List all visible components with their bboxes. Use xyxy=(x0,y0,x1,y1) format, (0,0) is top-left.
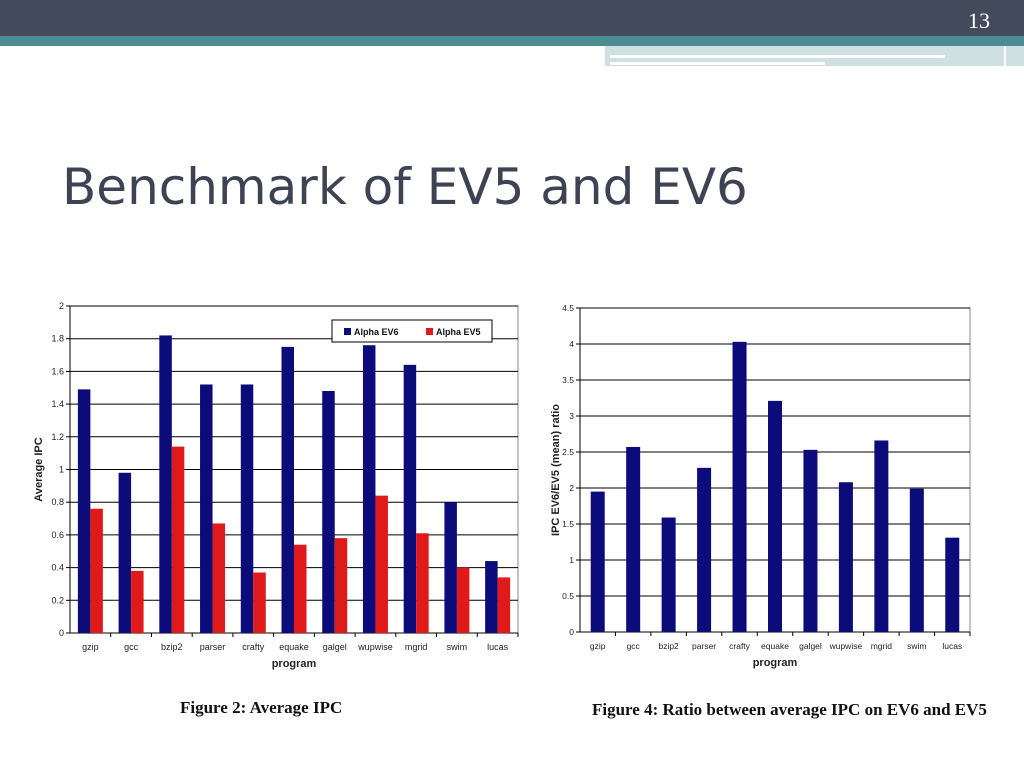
ipc-chart-bar-mgrid xyxy=(403,364,417,633)
ratio-chart-bar-galgel xyxy=(803,449,818,632)
header-accent-line xyxy=(610,55,945,58)
average-ipc-chart-svg: 0 0.2 0.4 0.6 0.8 1 1.2 1.4 1.6 1.8 2 gzip gcc bzip2 p… xyxy=(33,301,519,670)
ratio-chart-bar-wupwise xyxy=(838,482,853,632)
ipc-chart-y-tick-label: 0.2 xyxy=(51,595,64,605)
ipc-chart-x-tick-label: parser xyxy=(200,642,226,652)
ratio-chart-x-tick-label: wupwise xyxy=(829,641,863,651)
ipc-chart-legend-swatch xyxy=(426,328,433,335)
ratio-chart-y-tick-label: 0.5 xyxy=(562,591,574,601)
ipc-chart-bar-parser xyxy=(212,523,226,633)
ipc-chart-bar-galgel xyxy=(334,538,348,633)
ratio-chart-y-tick-label: 1 xyxy=(569,555,574,565)
ipc-chart-y-tick-label: 0.6 xyxy=(51,530,64,540)
ratio-chart-y-tick-label: 3.5 xyxy=(562,375,574,385)
ipc-chart-bar-wupwise xyxy=(362,345,376,633)
ratio-chart-bar-mgrid xyxy=(874,440,889,632)
ratio-chart-x-tick-label: equake xyxy=(761,641,789,651)
ratio-chart-x-tick-label: gzip xyxy=(590,641,606,651)
ratio-chart-bar-crafty xyxy=(732,341,747,632)
ipc-chart-legend-swatch xyxy=(344,328,351,335)
ratio-chart-x-tick-label: bzip2 xyxy=(658,641,679,651)
ipc-chart-bar-parser xyxy=(200,384,213,633)
ipc-chart-x-tick-label: wupwise xyxy=(357,642,393,652)
ratio-chart-bar-gzip xyxy=(590,491,605,632)
ipc-chart-x-tick-label: equake xyxy=(279,642,309,652)
ratio-chart-x-tick-label: lucas xyxy=(942,641,962,651)
ipc-chart-bar-swim xyxy=(456,567,470,633)
figure-2-caption: Figure 2: Average IPC xyxy=(180,698,343,717)
ipc-chart-x-tick-label: gcc xyxy=(124,642,139,652)
ratio-chart-bar-swim xyxy=(909,488,924,632)
ratio-chart-y-tick-label: 4.5 xyxy=(562,303,574,313)
ipc-chart-bar-equake xyxy=(281,346,294,633)
figure-4-caption: Figure 4: Ratio between average IPC on E… xyxy=(592,700,987,719)
ipc-chart-x-tick-label: lucas xyxy=(487,642,509,652)
ratio-chart-x-tick-label: swim xyxy=(907,641,926,651)
ipc-chart-y-axis-label: Average IPC xyxy=(33,437,45,501)
ipc-chart-y-tick-label: 1 xyxy=(59,465,64,475)
ratio-chart-bar-equake xyxy=(768,400,782,632)
ratio-chart-bar-gcc xyxy=(626,446,641,632)
ipc-chart-bar-lucas xyxy=(497,577,511,633)
ratio-chart-x-tick-label: galgel xyxy=(799,641,822,651)
ipc-ratio-chart: 0 0.5 1 1.5 2 2.5 3 3.5 4 4.5 gzip gcc bzip2 parser cr… xyxy=(548,300,982,680)
ratio-chart-x-tick-label: mgrid xyxy=(871,641,893,651)
ratio-chart-bar-bzip2 xyxy=(661,517,676,632)
slide-title: Benchmark of EV5 and EV6 xyxy=(62,158,748,216)
ratio-chart-y-tick-label: 1.5 xyxy=(562,519,574,529)
ipc-chart-legend-label: Alpha EV5 xyxy=(436,327,481,337)
ipc-chart-bar-mgrid xyxy=(416,533,429,633)
header-accent-line xyxy=(610,62,825,65)
ratio-chart-x-tick-label: crafty xyxy=(729,641,751,651)
ratio-chart-bar-lucas xyxy=(945,537,960,632)
header-accent-bar xyxy=(0,36,1024,46)
ipc-chart-y-tick-label: 1.4 xyxy=(51,399,64,409)
ipc-chart-bar-lucas xyxy=(485,561,498,633)
ratio-chart-y-tick-label: 2.5 xyxy=(562,447,574,457)
ipc-chart-bar-bzip2 xyxy=(171,446,185,633)
header-bar xyxy=(0,0,1024,36)
ipc-chart-legend xyxy=(331,319,493,343)
ipc-chart-legend-label: Alpha EV6 xyxy=(354,327,399,337)
ipc-chart-bar-gzip xyxy=(90,508,103,633)
ratio-chart-x-tick-label: parser xyxy=(692,641,716,651)
ipc-chart-bar-crafty xyxy=(240,384,254,633)
ipc-chart-bar-gcc xyxy=(131,570,144,633)
ipc-chart-x-tick-label: mgrid xyxy=(405,642,428,652)
ipc-chart-y-tick-label: 0.4 xyxy=(51,563,64,573)
ipc-chart-y-tick-label: 2 xyxy=(59,301,64,311)
ipc-chart-y-tick-label: 1.8 xyxy=(51,334,64,344)
ipc-chart-y-tick-label: 0 xyxy=(59,628,64,638)
ratio-chart-y-axis-label: IPC EV6/EV5 (mean) ratio xyxy=(550,404,562,536)
average-ipc-chart: 0 0.2 0.4 0.6 0.8 1 1.2 1.4 1.6 1.8 2 gzip gcc bzip2 p… xyxy=(30,298,530,680)
ratio-chart-y-tick-label: 3 xyxy=(569,411,574,421)
ratio-chart-x-axis-label: program xyxy=(753,657,798,669)
ratio-chart-y-tick-label: 0 xyxy=(569,627,574,637)
ipc-chart-y-tick-label: 1.6 xyxy=(51,366,64,376)
ratio-chart-y-tick-label: 2 xyxy=(569,483,574,493)
ratio-chart-x-tick-label: gcc xyxy=(627,641,641,651)
ipc-chart-x-tick-label: gzip xyxy=(82,642,99,652)
ratio-chart-bar-parser xyxy=(697,467,712,632)
ipc-chart-y-tick-label: 0.8 xyxy=(51,497,64,507)
ipc-chart-bar-wupwise xyxy=(375,495,388,633)
ipc-chart-x-tick-label: swim xyxy=(447,642,468,652)
ipc-chart-y-tick-label: 1.2 xyxy=(51,432,64,442)
ipc-ratio-chart-svg: 0 0.5 1 1.5 2 2.5 3 3.5 4 4.5 gzip gcc bzip2 parser cr… xyxy=(550,303,971,669)
ipc-chart-x-tick-label: bzip2 xyxy=(161,642,183,652)
ipc-chart-bar-bzip2 xyxy=(159,335,172,633)
ipc-chart-bar-swim xyxy=(444,502,457,633)
ratio-chart-y-tick-label: 4 xyxy=(569,339,574,349)
ipc-chart-bar-galgel xyxy=(322,391,335,633)
ipc-chart-x-axis-label: program xyxy=(272,658,317,670)
ipc-chart-bar-equake xyxy=(294,544,307,633)
ipc-chart-bar-crafty xyxy=(253,572,266,633)
ipc-chart-bar-gzip xyxy=(77,389,91,633)
slide-number: 13 xyxy=(968,8,990,33)
ipc-chart-bar-gcc xyxy=(118,472,132,633)
header-accent-divider xyxy=(1004,46,1006,68)
ipc-chart-x-tick-label: galgel xyxy=(323,642,347,652)
ipc-chart-x-tick-label: crafty xyxy=(242,642,265,652)
